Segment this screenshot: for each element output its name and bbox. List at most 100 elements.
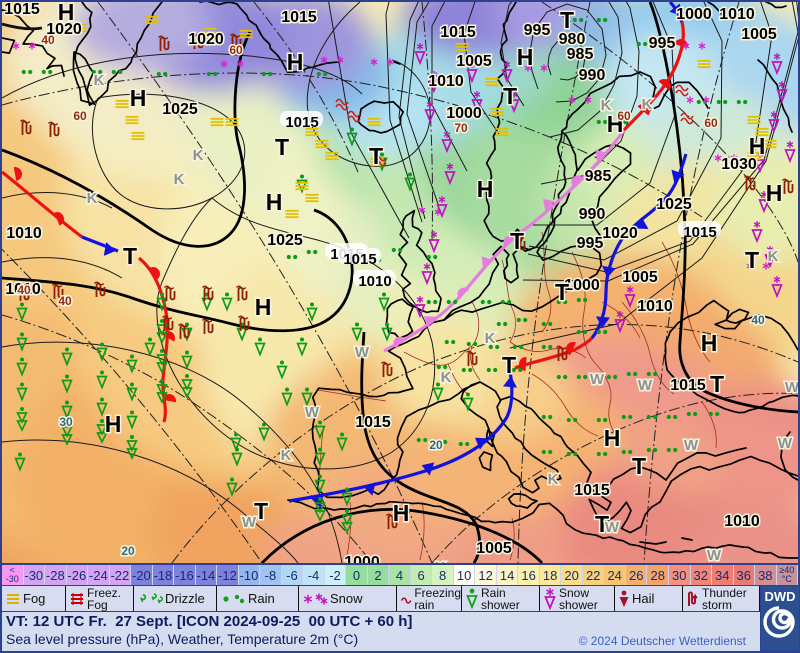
- svg-text:1005: 1005: [476, 540, 512, 557]
- svg-text:1015: 1015: [285, 114, 318, 131]
- svg-text:1015: 1015: [355, 414, 391, 431]
- svg-text:K: K: [193, 147, 204, 164]
- svg-text:H: H: [607, 111, 624, 137]
- svg-text:T: T: [123, 243, 137, 269]
- svg-text:990: 990: [579, 206, 606, 223]
- svg-text:1000: 1000: [344, 554, 380, 563]
- svg-text:1020: 1020: [46, 21, 82, 38]
- svg-text:H: H: [517, 44, 534, 70]
- svg-text:30: 30: [59, 415, 73, 429]
- svg-text:T: T: [560, 7, 574, 33]
- svg-text:1015: 1015: [670, 377, 706, 394]
- svg-text:1005: 1005: [741, 26, 777, 43]
- svg-text:W: W: [605, 519, 620, 536]
- svg-text:1000: 1000: [676, 6, 712, 23]
- svg-text:H: H: [477, 176, 494, 202]
- svg-text:40: 40: [17, 283, 31, 297]
- svg-text:60: 60: [617, 109, 631, 123]
- svg-text:40: 40: [41, 33, 55, 47]
- svg-text:1005: 1005: [622, 269, 658, 286]
- svg-text:985: 985: [585, 168, 612, 185]
- svg-text:1015: 1015: [683, 224, 716, 241]
- svg-text:T: T: [369, 143, 383, 169]
- svg-text:1010: 1010: [358, 273, 391, 290]
- svg-text:1010: 1010: [637, 298, 673, 315]
- svg-text:995: 995: [577, 235, 604, 252]
- svg-text:40: 40: [751, 313, 765, 327]
- svg-text:W: W: [638, 377, 653, 394]
- svg-text:H: H: [604, 425, 621, 451]
- svg-text:1020: 1020: [188, 31, 224, 48]
- svg-text:1020: 1020: [602, 225, 638, 242]
- svg-text:W: W: [355, 344, 370, 361]
- svg-text:1025: 1025: [162, 101, 198, 118]
- svg-text:H: H: [130, 85, 147, 111]
- svg-text:1025: 1025: [656, 196, 692, 213]
- svg-text:H: H: [701, 330, 718, 356]
- svg-text:980: 980: [559, 31, 586, 48]
- svg-text:T: T: [710, 371, 724, 397]
- svg-text:995: 995: [524, 22, 551, 39]
- svg-text:T: T: [745, 247, 759, 273]
- svg-text:1000: 1000: [446, 105, 482, 122]
- svg-text:H: H: [58, 2, 75, 25]
- svg-text:1010: 1010: [428, 73, 464, 90]
- svg-text:995: 995: [649, 35, 676, 52]
- svg-text:K: K: [601, 97, 612, 114]
- svg-text:1005: 1005: [456, 53, 492, 70]
- svg-text:990: 990: [579, 67, 606, 84]
- svg-text:W: W: [707, 547, 722, 563]
- svg-text:H: H: [749, 133, 766, 159]
- svg-text:H: H: [255, 294, 272, 320]
- svg-text:K: K: [281, 447, 292, 464]
- svg-text:1015: 1015: [281, 9, 317, 26]
- svg-text:1015: 1015: [4, 2, 40, 18]
- svg-text:60: 60: [704, 116, 718, 130]
- svg-text:W: W: [778, 435, 793, 452]
- svg-text:T: T: [595, 511, 609, 537]
- svg-text:K: K: [435, 559, 446, 563]
- svg-text:1010: 1010: [6, 225, 42, 242]
- svg-text:T: T: [254, 498, 268, 524]
- svg-text:985: 985: [567, 46, 594, 63]
- svg-text:K: K: [441, 369, 452, 386]
- svg-text:K: K: [94, 72, 105, 89]
- svg-text:H: H: [266, 189, 283, 215]
- svg-text:20: 20: [121, 544, 135, 558]
- svg-text:1025: 1025: [267, 232, 303, 249]
- svg-text:T: T: [502, 352, 516, 378]
- svg-text:K: K: [485, 330, 496, 347]
- svg-text:K: K: [548, 471, 559, 488]
- svg-text:1010: 1010: [724, 513, 760, 530]
- svg-text:K: K: [87, 190, 98, 207]
- svg-text:1015: 1015: [343, 251, 376, 268]
- svg-text:1010: 1010: [5, 281, 41, 298]
- svg-text:20: 20: [429, 438, 443, 452]
- svg-text:T: T: [503, 83, 517, 109]
- svg-text:W: W: [305, 404, 320, 421]
- svg-text:T: T: [275, 134, 289, 160]
- svg-text:1015: 1015: [440, 24, 476, 41]
- svg-text:H: H: [287, 49, 304, 75]
- svg-text:T: T: [510, 228, 524, 254]
- svg-text:H: H: [393, 500, 410, 526]
- svg-text:40: 40: [58, 294, 72, 308]
- svg-text:70: 70: [454, 121, 468, 135]
- svg-text:1015: 1015: [574, 482, 610, 499]
- svg-text:H: H: [105, 411, 122, 437]
- svg-text:H: H: [766, 180, 783, 206]
- svg-text:K: K: [768, 248, 779, 265]
- svg-text:W: W: [684, 437, 699, 454]
- svg-text:W: W: [242, 514, 257, 531]
- svg-text:1010: 1010: [719, 6, 755, 23]
- svg-text:T: T: [555, 279, 569, 305]
- svg-text:K: K: [642, 96, 653, 113]
- svg-text:1030: 1030: [721, 156, 757, 173]
- svg-text:1000: 1000: [564, 277, 600, 294]
- svg-text:W: W: [785, 379, 798, 396]
- svg-text:T: T: [632, 453, 646, 479]
- svg-text:60: 60: [229, 43, 243, 57]
- svg-text:K: K: [174, 171, 185, 188]
- svg-text:60: 60: [73, 109, 87, 123]
- svg-text:W: W: [590, 371, 605, 388]
